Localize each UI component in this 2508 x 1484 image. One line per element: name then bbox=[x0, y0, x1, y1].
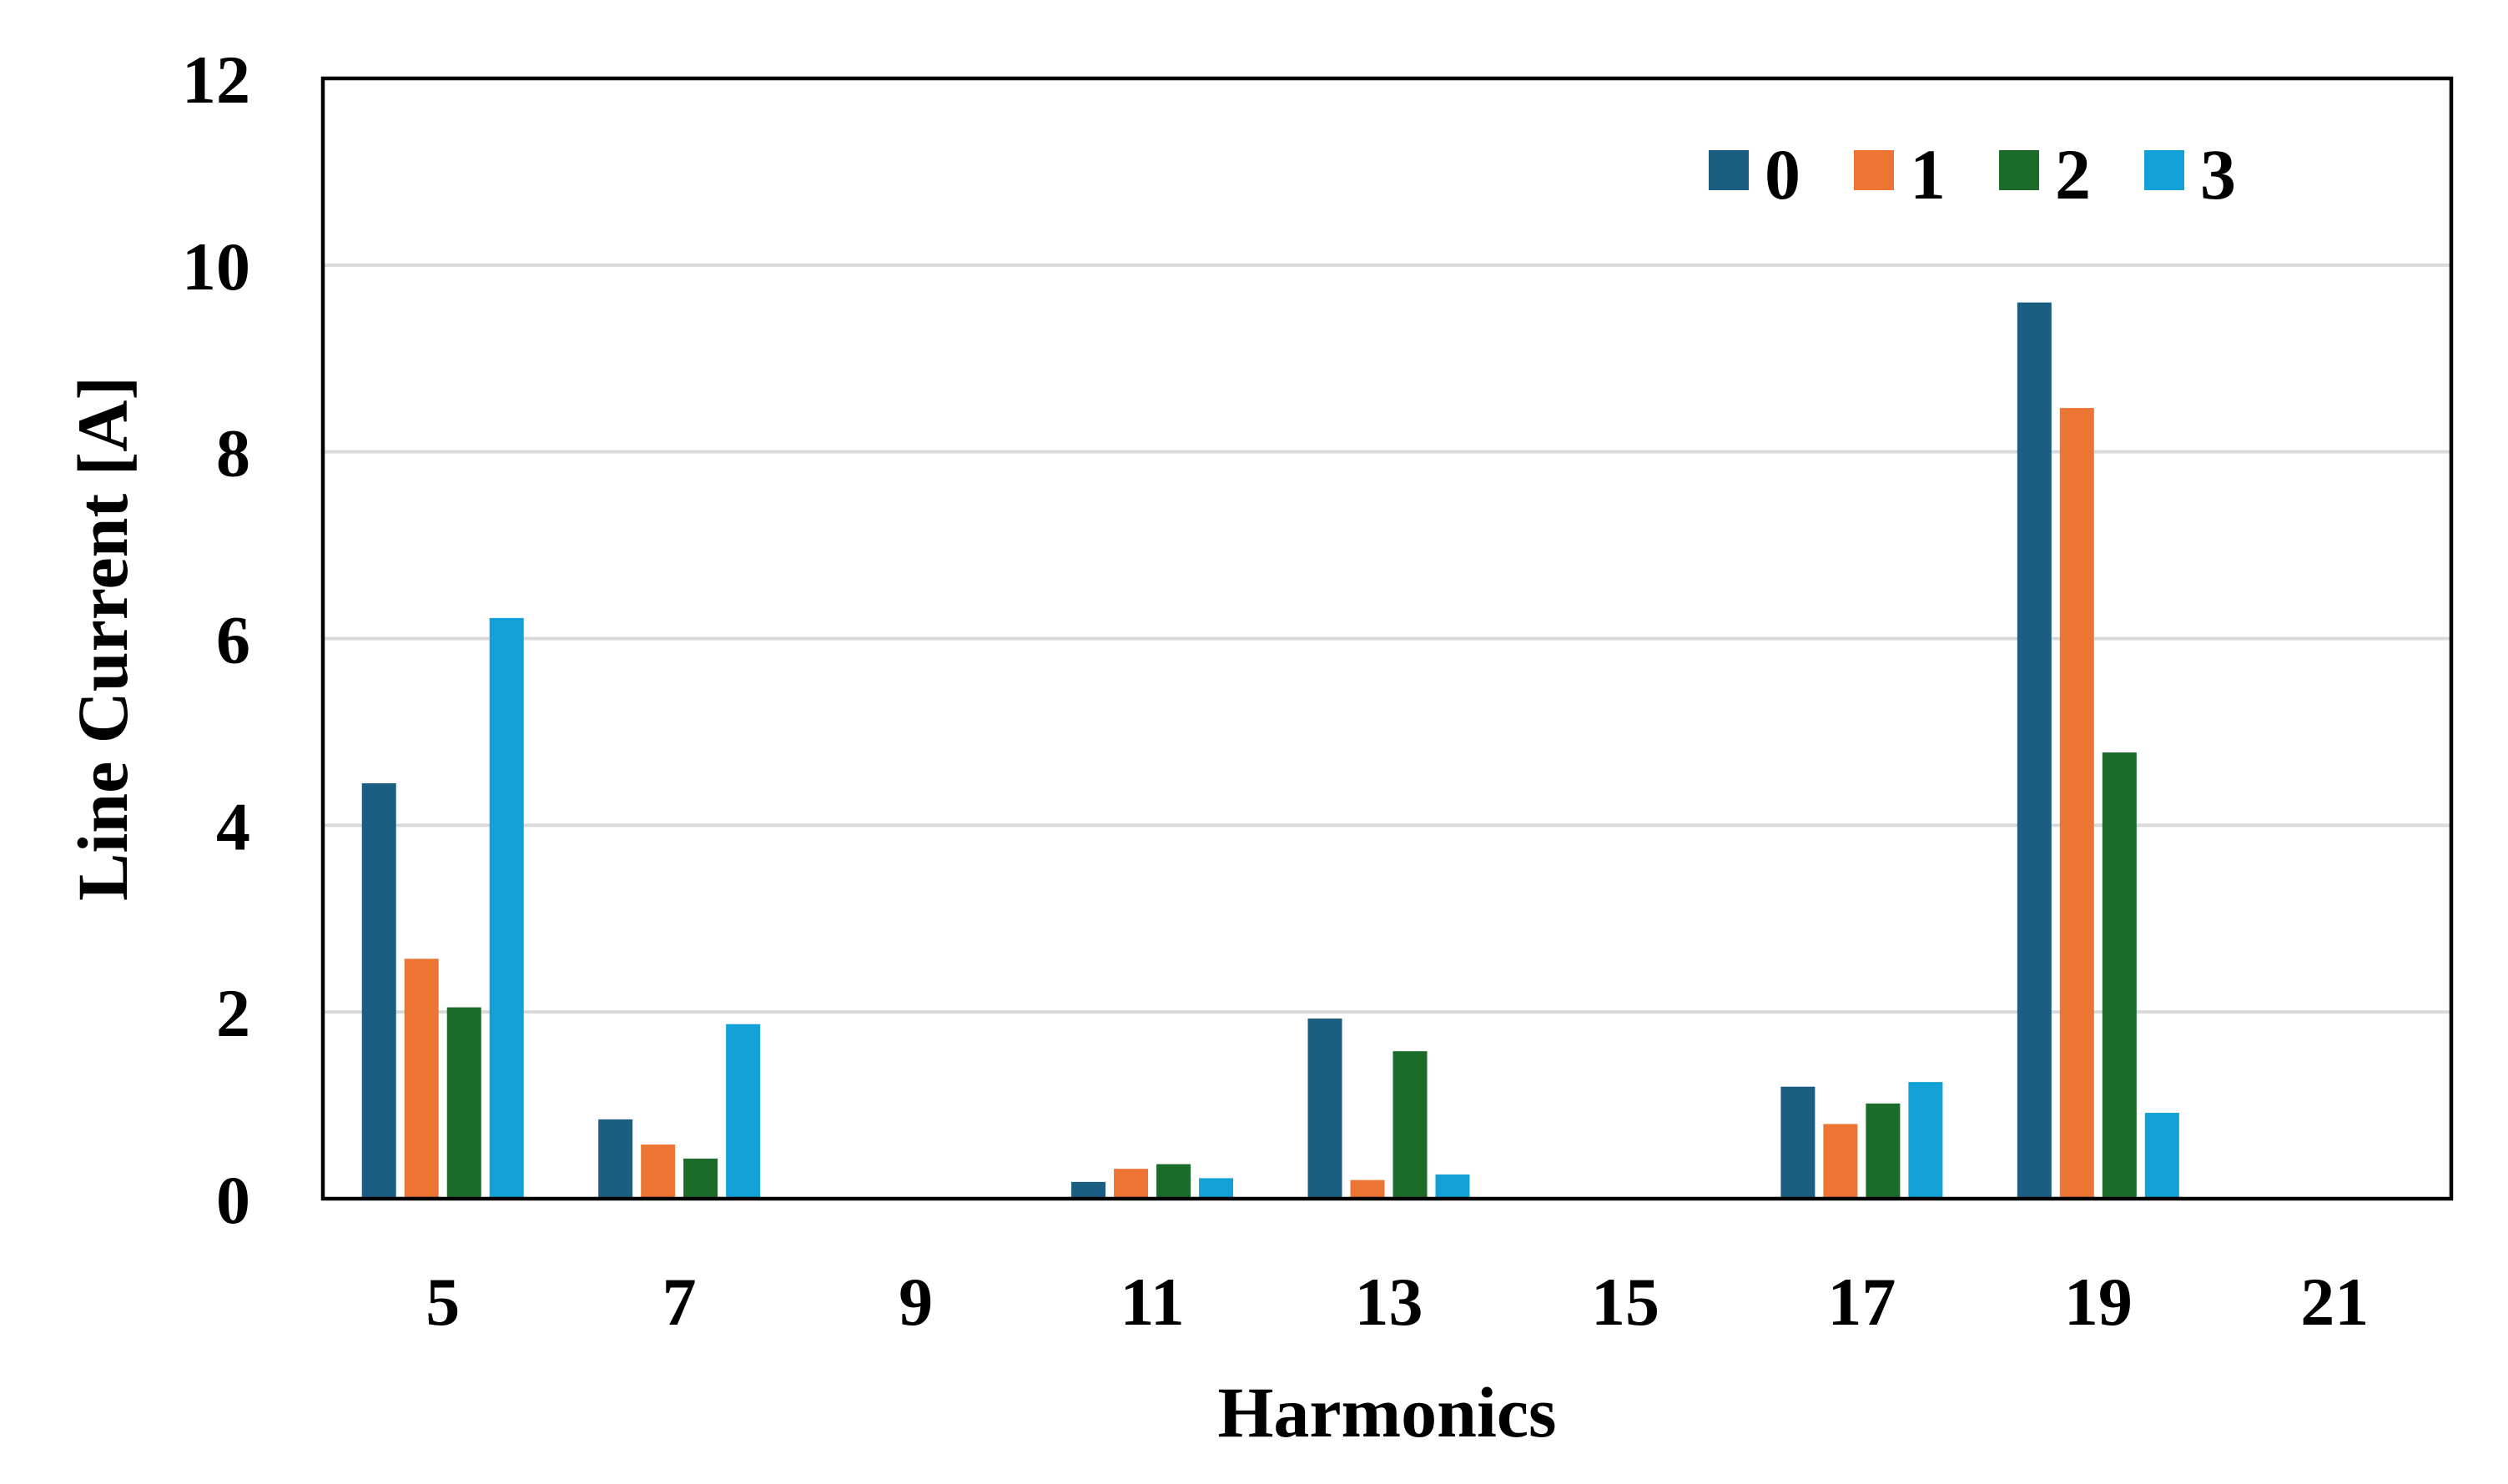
bar-series-0-h17 bbox=[1780, 1086, 1816, 1199]
y-tick-label: 2 bbox=[216, 975, 250, 1051]
bar-series-1-h19 bbox=[2059, 408, 2094, 1200]
legend-label-0: 0 bbox=[1765, 134, 1800, 214]
y-tick-label: 6 bbox=[216, 602, 250, 678]
legend-label-3: 3 bbox=[2200, 134, 2236, 214]
bar-series-0-h7 bbox=[598, 1119, 633, 1199]
x-tick-label: 15 bbox=[1591, 1264, 1659, 1340]
y-tick-label: 4 bbox=[216, 788, 250, 864]
plot-area-frame bbox=[320, 76, 2454, 1201]
bar-series-1-h13 bbox=[1350, 1180, 1385, 1199]
x-tick-label: 21 bbox=[2300, 1264, 2369, 1340]
x-axis-tick-labels: 5 7 9 11 13 15 17 19 21 bbox=[426, 1264, 2369, 1340]
bar-series-2-h7 bbox=[683, 1158, 718, 1199]
legend-label-1: 1 bbox=[1910, 134, 1946, 214]
y-tick-label: 12 bbox=[182, 42, 250, 118]
bar-series-0-h19 bbox=[2017, 302, 2052, 1200]
bar-series-1-h17 bbox=[1823, 1124, 1858, 1199]
y-axis-title: Line Current [A] bbox=[63, 376, 143, 901]
x-tick-label: 11 bbox=[1120, 1264, 1184, 1340]
bar-series-3-h13 bbox=[1435, 1174, 1470, 1199]
bar-series-2-h13 bbox=[1392, 1051, 1428, 1199]
x-tick-label: 19 bbox=[2064, 1264, 2133, 1340]
bar-series-0-h5 bbox=[361, 782, 396, 1199]
y-tick-label: 10 bbox=[182, 229, 250, 304]
legend-swatch-3 bbox=[2144, 150, 2184, 190]
legend-label-2: 2 bbox=[2055, 134, 2091, 214]
legend: 0 1 2 3 bbox=[1709, 134, 2236, 214]
legend-swatch-2 bbox=[1999, 150, 2039, 190]
bar-series-3-h11 bbox=[1199, 1178, 1234, 1199]
bars bbox=[361, 302, 2179, 1200]
bar-series-0-h13 bbox=[1307, 1019, 1342, 1199]
x-axis-title: Harmonics bbox=[1217, 1372, 1556, 1452]
bar-series-2-h11 bbox=[1156, 1164, 1191, 1199]
bar-series-3-h5 bbox=[489, 617, 524, 1199]
y-tick-label: 0 bbox=[216, 1162, 250, 1238]
bar-series-1-h11 bbox=[1114, 1169, 1149, 1199]
x-tick-label: 9 bbox=[899, 1264, 933, 1340]
x-tick-label: 7 bbox=[662, 1264, 697, 1340]
y-axis-tick-labels: 0 2 4 6 8 10 12 bbox=[182, 42, 250, 1238]
bar-series-1-h5 bbox=[404, 958, 439, 1199]
legend-swatch-0 bbox=[1709, 150, 1749, 190]
bar-series-2-h5 bbox=[446, 1007, 481, 1199]
bar-series-1-h7 bbox=[641, 1144, 676, 1199]
bar-series-3-h17 bbox=[1908, 1082, 1943, 1199]
x-tick-label: 5 bbox=[426, 1264, 460, 1340]
bar-series-0-h11 bbox=[1071, 1181, 1106, 1199]
bar-series-2-h17 bbox=[1866, 1103, 1901, 1199]
bar-series-2-h19 bbox=[2102, 752, 2137, 1199]
x-tick-label: 17 bbox=[1827, 1264, 1896, 1340]
bar-series-3-h7 bbox=[726, 1024, 761, 1199]
legend-swatch-1 bbox=[1854, 150, 1894, 190]
bar-series-3-h19 bbox=[2144, 1113, 2179, 1199]
x-tick-label: 13 bbox=[1355, 1264, 1423, 1340]
y-tick-label: 8 bbox=[216, 415, 250, 491]
gridlines bbox=[323, 263, 2451, 1014]
